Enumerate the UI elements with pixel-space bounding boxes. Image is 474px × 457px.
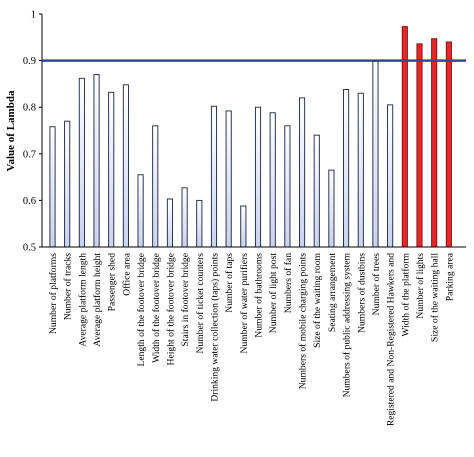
x-category-label: Height of the footover bridge [165, 253, 176, 365]
bar [64, 120, 71, 248]
bar [225, 110, 232, 248]
bar [240, 205, 247, 248]
y-tick-labels: 0.5 0.6 0.7 0.8 0.9 1 [23, 10, 42, 254]
bar [152, 125, 159, 248]
bar [78, 77, 85, 248]
bar [387, 104, 394, 248]
x-category-label: Numbers of mobile charging points [298, 253, 309, 390]
y-tick-label: 0.9 [23, 56, 36, 67]
x-category-label: Number of ticket counters [195, 253, 206, 354]
bar-highlighted [445, 41, 452, 248]
y-tick-label: 0.5 [23, 243, 36, 254]
bar [166, 198, 173, 248]
x-category-label: Numbers of public addressing system [342, 252, 353, 397]
x-category-label: Number of tracks [63, 253, 74, 320]
bar [49, 126, 56, 248]
y-axis-label: Value of Lambda [5, 90, 17, 171]
x-category-label: Size of the waiting room [312, 252, 323, 347]
bar [196, 199, 203, 248]
x-category-label: Average platform length [77, 253, 88, 347]
bar [372, 61, 379, 248]
bar-highlighted [416, 43, 423, 248]
x-category-label: Number of taps [224, 253, 235, 313]
x-category-label: Registered and Non-Registered Hawkers an… [386, 253, 397, 426]
y-tick-label: 1 [31, 10, 36, 21]
y-tick-label: 0.8 [23, 103, 36, 114]
bar [299, 97, 306, 248]
bar [210, 105, 218, 248]
x-category-label: Office area [121, 252, 132, 295]
x-category-label: Number of bathrooms [254, 253, 265, 338]
x-category-label: Number of trees [371, 253, 382, 316]
bar [181, 187, 188, 248]
x-category-label: Stairs in footover bridge [180, 253, 191, 347]
bar-highlighted [431, 38, 438, 248]
bar [93, 74, 100, 248]
x-category-label: Length of the footover bridge [136, 253, 147, 367]
x-category-label: Size of the waiting hall [430, 253, 441, 342]
bar [108, 91, 115, 248]
bar [137, 174, 144, 248]
x-category-label: Average platform height [92, 253, 103, 347]
x-category-label: Parking area [444, 252, 455, 301]
x-category-label: Number of platforms [48, 253, 59, 334]
bar [313, 134, 320, 248]
bar [357, 92, 364, 248]
x-category-label: Width of the platform [400, 252, 411, 336]
x-category-label: Number of water purifiers [239, 253, 250, 354]
x-category-label: Seating arrangement [327, 253, 338, 332]
bar [269, 112, 276, 248]
bar [284, 125, 291, 248]
bar [122, 84, 129, 248]
bar [254, 106, 262, 248]
x-category-label: Numbers of fan [283, 253, 294, 313]
bar [343, 89, 350, 248]
x-category-label: Passenger shed [107, 253, 118, 312]
x-category-label: Number of lights [415, 253, 426, 319]
x-category-labels: Number of platforms Number of tracks Avera… [48, 252, 455, 426]
x-category-label: Drinking water collection (taps) points [209, 253, 220, 402]
x-category-label: Numbers of dustbins [356, 253, 367, 333]
x-category-label: Width of the footover bridge [151, 253, 162, 363]
x-category-label: Number of light post [268, 253, 279, 334]
bar [328, 169, 335, 248]
y-tick-label: 0.7 [23, 149, 36, 160]
y-tick-label: 0.6 [23, 196, 36, 207]
